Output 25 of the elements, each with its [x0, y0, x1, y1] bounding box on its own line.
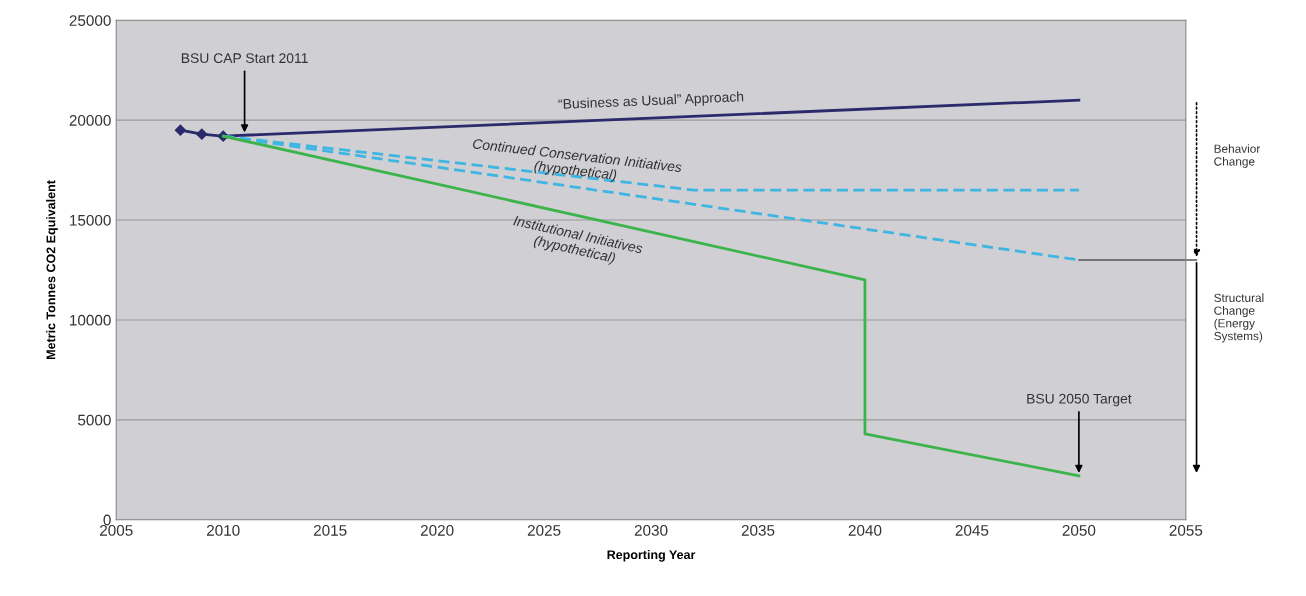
- x-tick-label: 2040: [848, 524, 882, 536]
- y-tick-label: 15000: [70, 214, 111, 226]
- text: Continued Conservation Initiatives (hypothetical): [472, 138, 683, 183]
- x-axis-title: Reporting Year: [607, 549, 696, 562]
- text: Behavior Change: [1214, 144, 1261, 168]
- annotation: BSU CAP Start 2011: [181, 53, 308, 64]
- x-tick-label: 2015: [313, 524, 347, 536]
- y-tick-label: 5000: [78, 414, 111, 426]
- text: Structural Change (Energy Systems): [1214, 293, 1264, 343]
- x-tick-label: 2050: [1062, 524, 1096, 536]
- x-tick-label: 2010: [206, 524, 240, 536]
- x-tick-label: 2025: [527, 524, 561, 536]
- x-tick-label: 2020: [420, 524, 454, 536]
- x-tick-label: 2045: [955, 524, 989, 536]
- y-tick-label: 25000: [69, 15, 111, 26]
- y-tick-label: 20000: [69, 115, 111, 126]
- x-tick-label: 2035: [741, 524, 775, 536]
- x-tick-label: 2055: [1169, 524, 1203, 536]
- series-label: “Business as Usual” Approach: [558, 91, 744, 112]
- y-axis-title: Metric Tonnes CO2 Equivalent: [46, 180, 58, 359]
- annotation: BSU 2050 Target: [1027, 393, 1132, 407]
- x-tick-label: 2005: [100, 524, 133, 536]
- x-tick-label: 2030: [634, 524, 668, 536]
- y-tick-label: 0: [103, 514, 111, 526]
- y-tick-label: 10000: [70, 314, 111, 326]
